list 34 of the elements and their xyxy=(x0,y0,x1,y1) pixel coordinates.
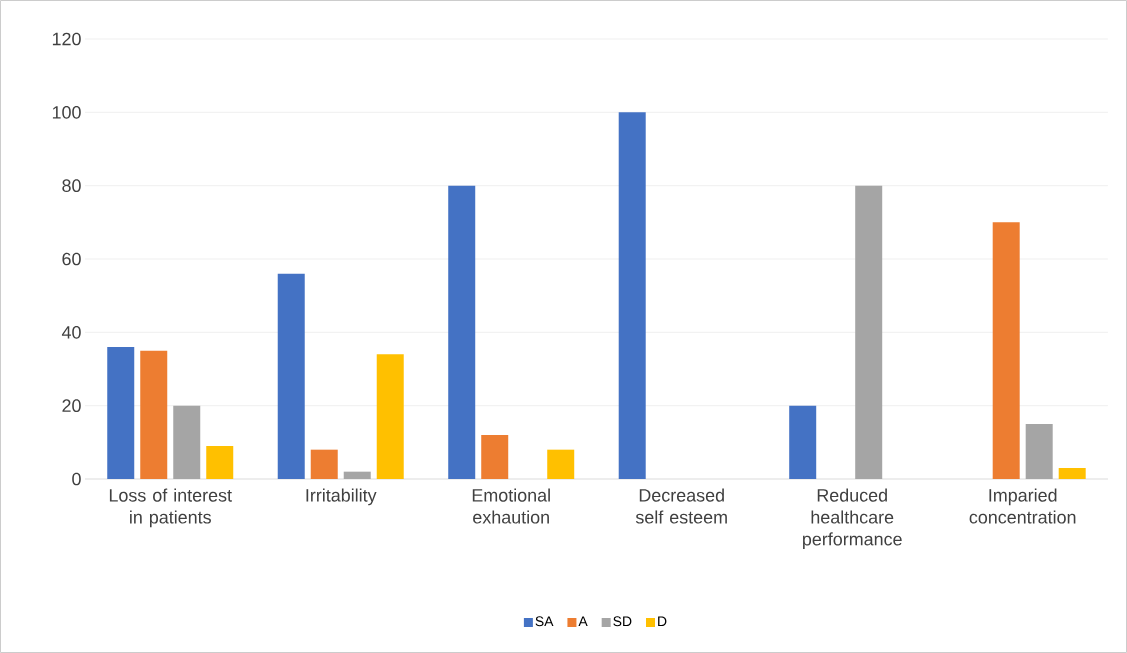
bar xyxy=(277,273,305,479)
bar xyxy=(992,222,1020,479)
legend-label: SD xyxy=(613,616,632,627)
bar xyxy=(1025,424,1053,479)
bar xyxy=(206,446,234,479)
x-tick-label: Loss of interest in patients xyxy=(109,488,232,528)
y-tick-label: 80 xyxy=(62,179,81,193)
bar xyxy=(547,449,575,479)
bar xyxy=(140,350,168,479)
y-tick-label: 100 xyxy=(52,105,81,119)
bar xyxy=(173,405,201,479)
y-tick-label: 20 xyxy=(62,399,81,413)
x-tick-label: Emotional exhaution xyxy=(472,488,550,524)
bar xyxy=(1058,468,1086,479)
x-tick-label: Decreased self esteem xyxy=(635,488,727,524)
y-tick-label: 0 xyxy=(72,472,81,486)
bar xyxy=(481,435,509,479)
y-tick-label: 40 xyxy=(61,325,81,339)
y-tick-label: 60 xyxy=(62,252,81,266)
x-tick-label: Irritability xyxy=(306,488,377,506)
bar xyxy=(618,112,646,479)
bar xyxy=(310,449,338,479)
bar xyxy=(789,405,817,479)
bar xyxy=(376,354,404,479)
legend-label: A xyxy=(578,616,588,627)
x-tick-label: Imparied concentration xyxy=(969,488,1076,524)
y-tick-label: 120 xyxy=(52,32,81,46)
bar xyxy=(855,185,883,479)
bar xyxy=(448,185,476,479)
legend-label: D xyxy=(658,616,667,627)
legend-label: SA xyxy=(535,616,554,627)
x-tick-label: Reduced healthcare performance xyxy=(803,488,902,550)
bar xyxy=(343,471,371,479)
bar xyxy=(107,347,135,479)
